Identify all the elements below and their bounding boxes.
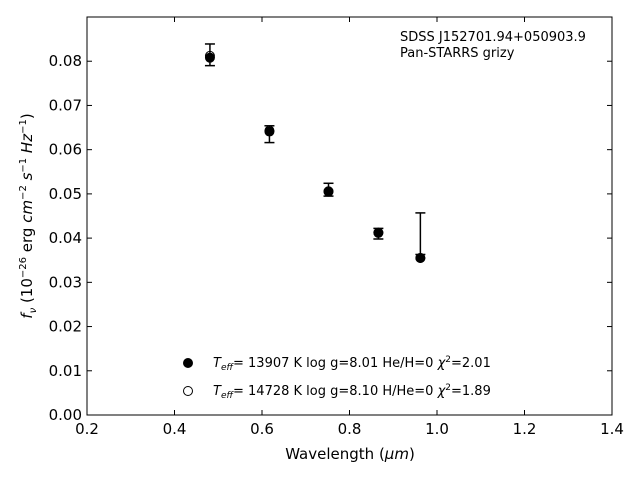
x-axis-ticks: 0.2 0.4 0.6 0.8 1.0 1.2 1.4 <box>75 17 624 438</box>
annotation-object-name: SDSS J152701.94+050903.9 <box>400 30 586 45</box>
y-tick-label: 0.08 <box>49 52 82 70</box>
y-tick-label: 0.01 <box>49 362 82 380</box>
annotation-survey: Pan-STARRS grizy <box>400 46 515 61</box>
x-tick-label: 0.4 <box>163 420 187 438</box>
y-axis-label: fν (10−26 erg cm−2 s−1 Hz−1) <box>18 113 39 318</box>
y-tick-label: 0.03 <box>49 273 82 291</box>
x-axis-label: Wavelength (μm) <box>285 445 415 463</box>
y-axis-ticks: 0.00 0.01 0.02 0.03 0.04 0.05 0.06 0.07 0.08 <box>49 52 612 424</box>
x-tick-label: 0.6 <box>250 420 274 438</box>
model-point-open <box>415 253 426 264</box>
legend-entry-da: Teff= 13907 K log g=8.01 He/H=0 χ2=2.01 <box>213 355 491 373</box>
x-tick-label: 0.8 <box>338 420 362 438</box>
error-bars <box>204 43 426 256</box>
y-tick-label: 0.07 <box>49 96 82 114</box>
model-point-open <box>373 227 384 238</box>
data-series <box>204 50 426 264</box>
y-tick-label: 0.00 <box>49 406 82 424</box>
x-tick-label: 1.0 <box>425 420 449 438</box>
legend-marker-open <box>183 386 193 396</box>
x-tick-label: 0.2 <box>75 420 99 438</box>
model-point-open <box>204 50 215 61</box>
y-tick-label: 0.06 <box>49 141 82 159</box>
x-tick-label: 1.4 <box>600 420 624 438</box>
y-tick-label: 0.05 <box>49 185 82 203</box>
model-point-open <box>323 186 334 197</box>
y-tick-label: 0.02 <box>49 318 82 336</box>
x-tick-label: 1.2 <box>513 420 537 438</box>
legend-marker-filled <box>183 358 193 368</box>
y-tick-label: 0.04 <box>49 229 82 247</box>
legend: Teff= 13907 K log g=8.01 He/H=0 χ2=2.01 … <box>183 355 491 401</box>
model-point-open <box>264 125 275 136</box>
legend-entry-db: Teff= 14728 K log g=8.10 H/He=0 χ2=1.89 <box>213 383 491 401</box>
